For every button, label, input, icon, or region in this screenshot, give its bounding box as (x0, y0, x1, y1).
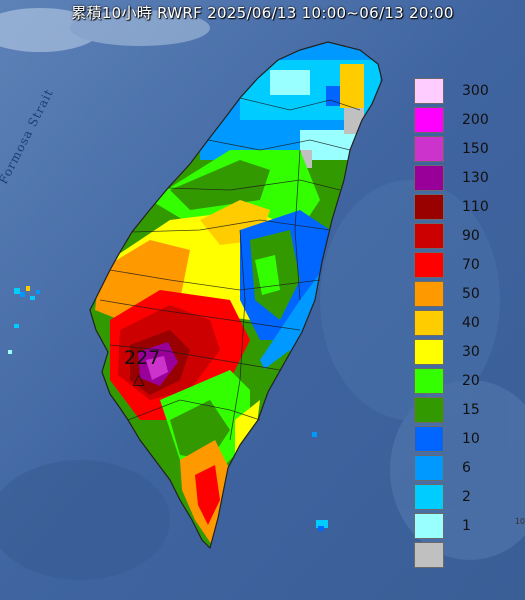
legend-swatch (414, 542, 444, 568)
legend-swatch (414, 194, 444, 220)
legend-swatch (414, 107, 444, 133)
edge-tick-label: 10 (514, 517, 525, 526)
map-title: 累積10小時 RWRF 2025/06/13 10:00~06/13 20:00 (71, 4, 454, 22)
legend-swatch (414, 455, 444, 481)
legend-label: 30 (462, 344, 480, 360)
legend-label: 130 (462, 170, 489, 186)
legend-label: 300 (462, 83, 489, 99)
legend-label: 10 (462, 431, 480, 447)
legend-swatch (414, 397, 444, 423)
cloud-texture (0, 8, 525, 580)
legend-swatch (414, 165, 444, 191)
legend-swatch (414, 426, 444, 452)
penghu-islands (8, 286, 40, 354)
legend-swatch (414, 78, 444, 104)
islet (312, 432, 317, 437)
county-borders (99, 97, 361, 441)
coastline (89, 41, 383, 550)
green-island (316, 520, 328, 531)
legend-swatch (414, 339, 444, 365)
legend-swatch (414, 136, 444, 162)
legend-swatch (414, 252, 444, 278)
legend-swatch (414, 484, 444, 510)
legend-swatch (414, 223, 444, 249)
max-rainfall-value: 227 (124, 347, 161, 369)
max-rainfall-triangle-icon: △ (133, 370, 145, 388)
legend-label: 2 (462, 489, 471, 505)
legend-label: 90 (462, 228, 480, 244)
legend-label: 70 (462, 257, 480, 273)
legend-label: 110 (462, 199, 489, 215)
legend-swatch (414, 368, 444, 394)
legend-label: 1 (462, 518, 471, 534)
legend-label: 6 (462, 460, 471, 476)
legend-label: 20 (462, 373, 480, 389)
legend-swatch (414, 513, 444, 539)
legend-label: 50 (462, 286, 480, 302)
legend-label: 40 (462, 315, 480, 331)
legend-swatch (414, 310, 444, 336)
legend-label: 15 (462, 402, 480, 418)
legend-swatch (414, 281, 444, 307)
legend-label: 150 (462, 141, 489, 157)
legend-label: 200 (462, 112, 489, 128)
